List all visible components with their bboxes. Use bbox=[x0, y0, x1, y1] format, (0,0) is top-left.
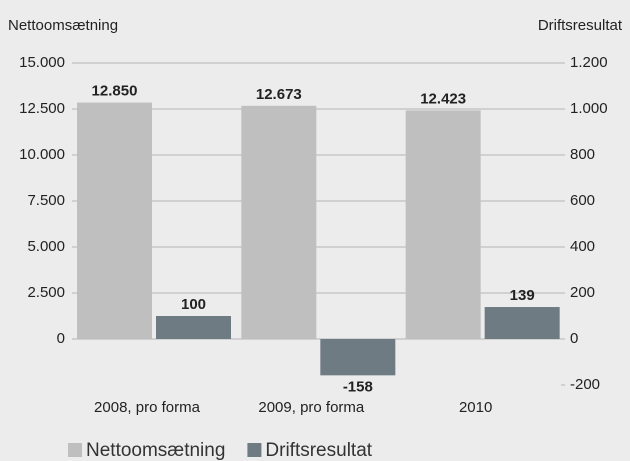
value-label: 12.850 bbox=[92, 83, 138, 100]
y-tick-label: 7.500 bbox=[27, 192, 65, 209]
bar bbox=[320, 339, 396, 376]
x-tick-label: 2009, pro forma bbox=[258, 399, 365, 416]
bar bbox=[405, 110, 481, 339]
y2-tick-label: 400 bbox=[570, 238, 595, 255]
y2-tick-label: 800 bbox=[570, 146, 595, 163]
bar bbox=[241, 105, 317, 339]
y-tick-label: 5.000 bbox=[27, 238, 65, 255]
value-label: 100 bbox=[181, 296, 206, 313]
x-tick-label: 2008, pro forma bbox=[94, 399, 201, 416]
y2-tick-label: 0 bbox=[570, 330, 578, 347]
y2-tick-label: 1.200 bbox=[570, 54, 608, 71]
y2-tick-label: 1.000 bbox=[570, 100, 608, 117]
value-label: -158 bbox=[343, 378, 373, 395]
y-axis-label: Nettoomsætning bbox=[8, 17, 118, 34]
y-tick-label: 15.000 bbox=[19, 54, 65, 71]
value-label: 139 bbox=[510, 287, 535, 304]
legend-label: Nettoomsætning bbox=[86, 440, 225, 461]
value-label: 12.423 bbox=[420, 90, 466, 107]
y-tick-label: 10.000 bbox=[19, 146, 65, 163]
bar bbox=[156, 316, 231, 339]
y-tick-label: 2.500 bbox=[27, 284, 65, 301]
x-tick-label: 2010 bbox=[459, 399, 492, 416]
y2-tick-label: 600 bbox=[570, 192, 595, 209]
y2-tick-label: -200 bbox=[570, 376, 600, 393]
bar bbox=[77, 102, 152, 339]
legend-label: Driftsresultat bbox=[265, 440, 372, 461]
value-label: 12.673 bbox=[256, 86, 302, 103]
y-tick-label: 12.500 bbox=[19, 100, 65, 117]
y2-tick-label: 200 bbox=[570, 284, 595, 301]
bar bbox=[484, 307, 560, 339]
legend-swatch bbox=[247, 443, 262, 457]
y2-axis-label: Driftsresultat bbox=[538, 17, 623, 34]
legend-swatch bbox=[68, 443, 82, 457]
y-tick-label: 0 bbox=[57, 330, 65, 347]
